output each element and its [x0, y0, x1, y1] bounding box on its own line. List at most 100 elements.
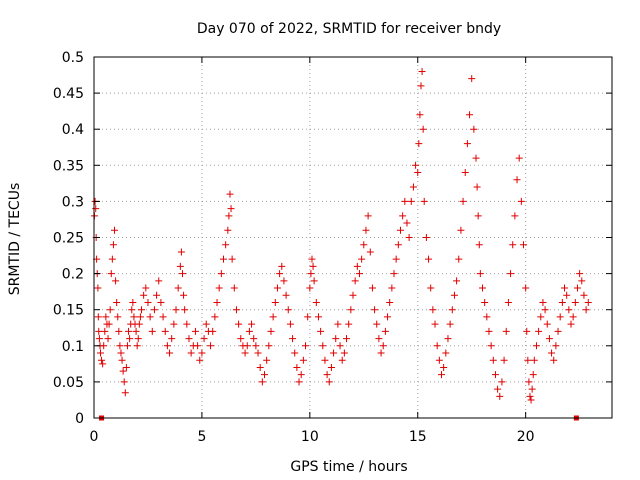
data-point — [114, 313, 122, 321]
data-point — [117, 349, 125, 357]
data-point — [364, 212, 372, 220]
data-point — [123, 342, 131, 350]
data-point — [571, 298, 579, 306]
data-point — [528, 385, 536, 393]
data-point — [419, 125, 427, 133]
data-point — [148, 327, 156, 335]
data-point — [302, 342, 310, 350]
data-point — [416, 111, 424, 119]
data-point — [472, 154, 480, 162]
data-point — [94, 284, 102, 292]
data-point — [569, 313, 577, 321]
data-point — [362, 226, 370, 234]
data-point — [276, 270, 284, 278]
y-axis-label: SRMTID / TECUs — [7, 183, 23, 296]
data-point — [396, 226, 404, 234]
data-point — [517, 197, 525, 205]
data-point — [241, 349, 249, 357]
data-point — [213, 298, 221, 306]
data-point — [463, 140, 471, 148]
data-point — [222, 241, 230, 249]
data-point — [235, 320, 243, 328]
data-point — [132, 327, 140, 335]
y-tick-label: 0.35 — [53, 158, 84, 174]
data-point — [119, 367, 127, 375]
data-point — [541, 306, 549, 314]
data-point — [483, 313, 491, 321]
data-point — [523, 327, 531, 335]
data-point — [155, 277, 163, 285]
data-point — [261, 371, 269, 379]
data-point — [545, 335, 553, 343]
data-point — [392, 255, 400, 263]
data-point — [194, 342, 202, 350]
data-point — [211, 313, 219, 321]
data-point — [511, 212, 519, 220]
data-point — [299, 356, 307, 364]
data-point — [163, 342, 171, 350]
data-point — [381, 327, 389, 335]
data-point — [412, 161, 420, 169]
axis-ticks: 0 0.05 0.1 0.15 0.2 0.25 0.3 0.35 0.4 0.45 0.5 0 5 10… — [53, 50, 612, 445]
data-point — [502, 327, 510, 335]
data-point — [111, 226, 119, 234]
data-point — [427, 284, 435, 292]
data-point — [442, 349, 450, 357]
data-point — [286, 320, 294, 328]
data-point — [418, 67, 426, 75]
data-point — [403, 219, 411, 227]
data-points — [90, 67, 592, 404]
data-point — [435, 356, 443, 364]
data-point — [95, 335, 103, 343]
data-point — [177, 248, 185, 256]
data-point — [358, 255, 366, 263]
data-point — [515, 154, 523, 162]
data-point — [355, 270, 363, 278]
data-point — [405, 234, 413, 241]
data-point — [347, 306, 355, 314]
data-point — [180, 291, 188, 299]
data-point — [368, 284, 376, 292]
data-point — [349, 291, 357, 299]
data-point — [308, 255, 316, 263]
data-point — [584, 298, 592, 306]
data-point — [109, 241, 117, 249]
data-point — [468, 75, 476, 83]
data-point — [466, 111, 474, 119]
data-point — [153, 291, 161, 299]
data-point — [409, 183, 417, 191]
data-point — [565, 306, 573, 314]
data-point — [386, 298, 394, 306]
data-point — [529, 371, 537, 379]
data-point — [429, 306, 437, 314]
data-point — [136, 313, 144, 321]
data-point — [388, 284, 396, 292]
data-point — [295, 378, 303, 386]
data-point — [561, 284, 569, 292]
data-point — [563, 291, 571, 299]
data-point — [394, 241, 402, 249]
data-point — [245, 327, 253, 335]
data-point — [527, 396, 535, 404]
data-point — [185, 335, 193, 343]
x-tick-label: 20 — [517, 429, 535, 445]
data-point — [134, 335, 142, 343]
data-point — [407, 197, 415, 205]
data-point — [126, 335, 134, 343]
data-point — [537, 313, 545, 321]
x-axis-label: GPS time / hours — [290, 459, 407, 475]
data-point — [446, 320, 454, 328]
data-point — [304, 313, 312, 321]
data-point — [353, 262, 361, 270]
y-tick-label: 0.4 — [62, 122, 84, 138]
data-point — [122, 363, 130, 371]
data-point — [552, 342, 560, 350]
data-point — [263, 356, 271, 364]
data-point — [576, 270, 584, 278]
data-point — [207, 342, 215, 350]
data-point — [230, 284, 238, 292]
data-point — [116, 342, 124, 350]
data-point — [455, 255, 463, 263]
data-point — [440, 363, 448, 371]
